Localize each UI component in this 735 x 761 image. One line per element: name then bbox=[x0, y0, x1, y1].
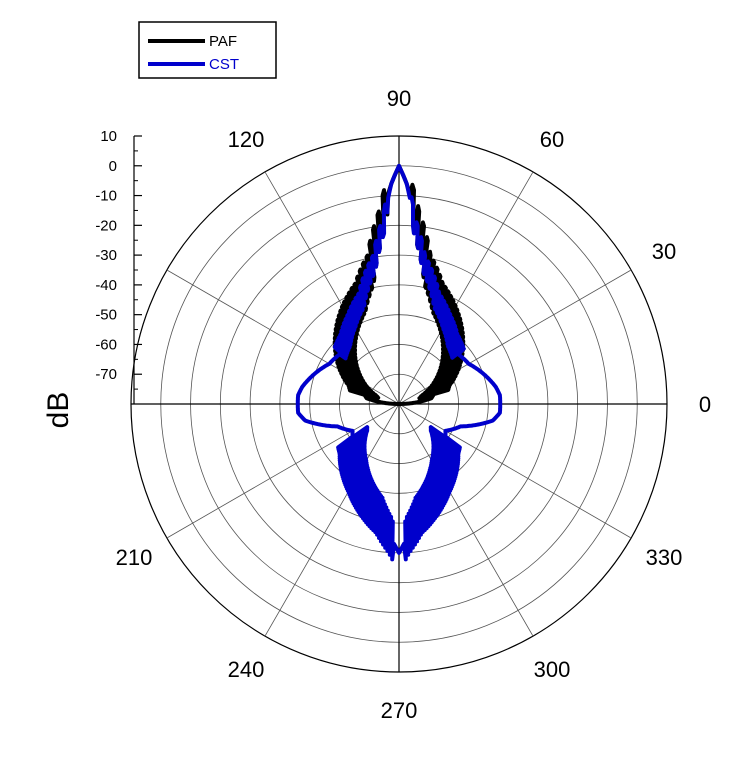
angle-label: 210 bbox=[116, 545, 153, 570]
radial-tick-label: -30 bbox=[95, 247, 117, 264]
grid-spoke bbox=[398, 171, 534, 405]
angle-label: 330 bbox=[646, 545, 683, 570]
radial-tick-label: -60 bbox=[95, 336, 117, 353]
radial-tick-label: 0 bbox=[109, 158, 117, 175]
legend-label-cst: CST bbox=[209, 56, 239, 73]
grid-spoke bbox=[398, 403, 534, 637]
radial-tick-label: -40 bbox=[95, 277, 117, 294]
angle-label: 300 bbox=[534, 657, 571, 682]
angle-label: 30 bbox=[652, 239, 676, 264]
angle-labels: 0 30 60 90 120 210 240 270 300 330 bbox=[116, 86, 711, 723]
radial-axis-label: dB bbox=[42, 392, 75, 429]
angle-label: 240 bbox=[228, 657, 265, 682]
radial-tick-label: -20 bbox=[95, 217, 117, 234]
radial-axis: 10 0 -10 -20 -30 -40 -50 -60 -70 bbox=[95, 128, 142, 404]
grid-spoke bbox=[398, 403, 632, 539]
legend-label-paf: PAF bbox=[209, 33, 237, 50]
radial-tick-label: -10 bbox=[95, 188, 117, 205]
legend: PAF CST bbox=[138, 21, 277, 79]
series-line-cst bbox=[295, 163, 503, 562]
legend-box bbox=[138, 21, 277, 79]
grid-spoke bbox=[264, 403, 400, 637]
series-layer bbox=[295, 163, 503, 562]
angle-label: 270 bbox=[381, 698, 418, 723]
angle-label: 90 bbox=[387, 86, 411, 111]
angle-label: 0 bbox=[699, 392, 711, 417]
grid-spoke bbox=[166, 403, 400, 539]
radial-tick-label: -70 bbox=[95, 366, 117, 383]
angle-label: 120 bbox=[228, 127, 265, 152]
radial-tick-label: -50 bbox=[95, 307, 117, 324]
radial-tick-label: 10 bbox=[100, 128, 117, 145]
angle-label: 60 bbox=[540, 127, 564, 152]
grid-spoke bbox=[264, 171, 400, 405]
